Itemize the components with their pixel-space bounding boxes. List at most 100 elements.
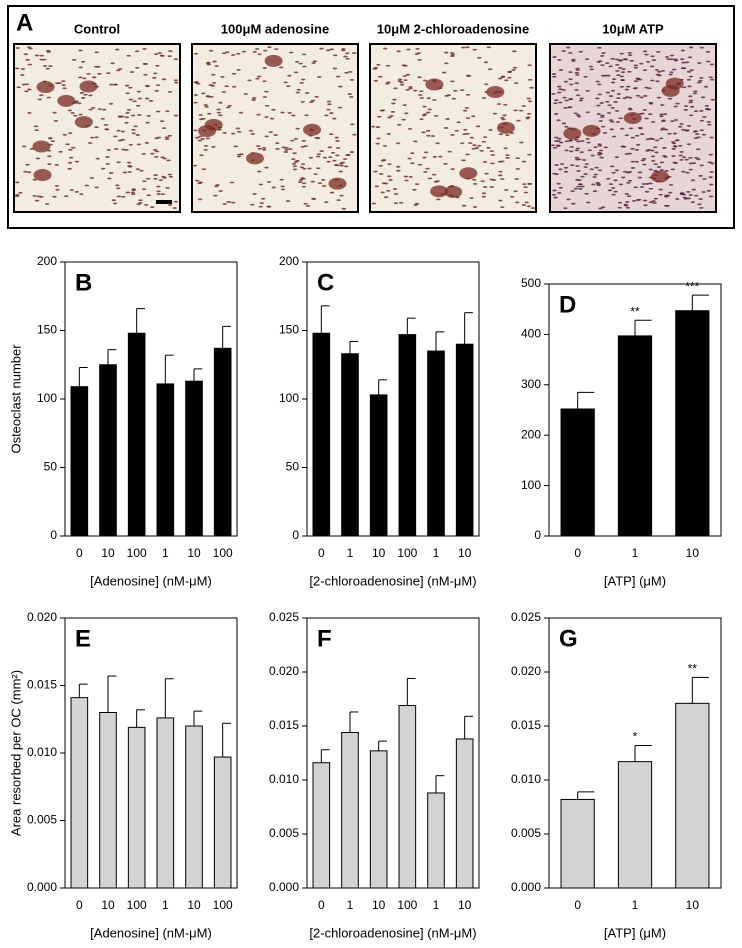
cell [614, 58, 620, 61]
cell [115, 48, 120, 51]
cell [688, 194, 693, 196]
cell [667, 97, 673, 100]
cell [468, 142, 473, 144]
cell [211, 81, 217, 84]
cell [263, 49, 268, 52]
cell [527, 64, 532, 67]
cell [621, 145, 627, 148]
cell [673, 58, 678, 61]
cell [300, 163, 306, 166]
cell [640, 159, 646, 162]
cell [35, 157, 41, 160]
cell [260, 197, 266, 200]
cell [668, 191, 673, 194]
cell [402, 75, 407, 77]
cell [592, 176, 597, 178]
cell [127, 164, 132, 167]
cell [624, 96, 630, 99]
cell [687, 56, 693, 59]
cell [395, 142, 401, 145]
cell [136, 203, 141, 206]
cell [526, 205, 532, 208]
cell [665, 204, 670, 207]
cell [464, 107, 470, 109]
cell [155, 64, 160, 67]
cell [271, 186, 276, 189]
cell [293, 161, 298, 163]
cell [585, 89, 590, 92]
cell [444, 51, 449, 54]
cell [408, 87, 413, 90]
cell [199, 154, 204, 157]
cell [659, 113, 664, 116]
plot-frame [64, 261, 238, 537]
cell [672, 132, 678, 135]
cell [203, 149, 208, 151]
cell [554, 164, 559, 166]
cell [686, 143, 692, 146]
cell [639, 62, 644, 65]
cell [284, 148, 289, 151]
cell [605, 100, 610, 103]
cell [233, 145, 239, 148]
cell [465, 153, 470, 156]
y-tick-label: 0.005 [269, 826, 299, 840]
cell [160, 156, 165, 159]
cell [498, 170, 503, 173]
cell [557, 85, 562, 88]
cell [471, 115, 476, 118]
osteoclast [328, 177, 347, 190]
cell [422, 79, 428, 82]
cell [227, 104, 232, 107]
cell [459, 89, 465, 92]
cell [484, 172, 489, 175]
cell [569, 83, 574, 86]
cell [462, 133, 467, 136]
osteoclast [582, 124, 601, 137]
y-tick-label: 100 [37, 391, 57, 405]
cell [693, 110, 699, 113]
cell [621, 68, 626, 71]
cell [563, 207, 568, 210]
cell [334, 136, 339, 139]
cell [15, 181, 20, 184]
cell [460, 142, 465, 145]
cell [571, 202, 576, 205]
cell [613, 190, 618, 193]
cell [559, 163, 565, 165]
cell [515, 157, 520, 160]
cell [566, 46, 571, 49]
cell [519, 141, 524, 144]
cell [552, 56, 557, 58]
cell [295, 127, 300, 130]
cell [698, 198, 703, 200]
cell [648, 187, 654, 190]
cell [292, 168, 298, 171]
cell [302, 167, 307, 170]
cell [70, 112, 75, 114]
image-title: Control [74, 21, 120, 36]
cell [131, 132, 136, 135]
cell [479, 149, 484, 152]
cell [634, 160, 639, 163]
cell [660, 104, 665, 106]
cell [633, 186, 638, 189]
cell [74, 100, 79, 103]
cell [422, 156, 427, 159]
cell [374, 185, 380, 188]
cell [125, 111, 130, 114]
cell [574, 82, 580, 85]
cell [630, 167, 636, 169]
osteoclast [204, 118, 223, 131]
cell [173, 79, 179, 82]
cell [699, 109, 704, 112]
cell [120, 130, 126, 133]
cell [258, 205, 263, 208]
cell [316, 137, 321, 139]
cell [414, 202, 420, 205]
cell [341, 49, 346, 52]
cell [563, 106, 568, 109]
cell [568, 150, 574, 153]
y-tick-label: 0.005 [27, 813, 57, 827]
cell [342, 158, 348, 160]
